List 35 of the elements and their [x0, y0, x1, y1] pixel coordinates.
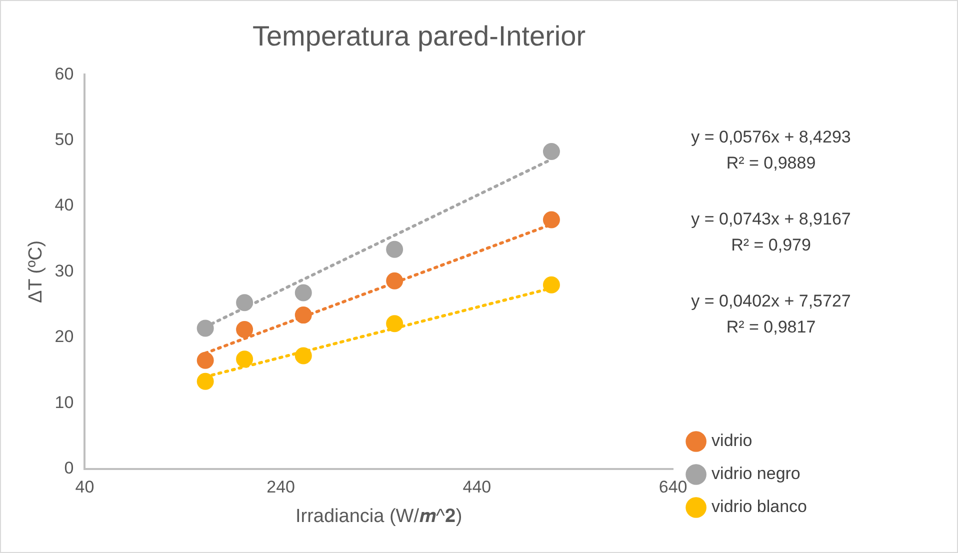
- x-tick-label: 640: [658, 478, 688, 497]
- point: [236, 294, 254, 312]
- point: [236, 350, 254, 368]
- point: [196, 372, 214, 390]
- point: [294, 306, 312, 324]
- point: [294, 347, 312, 364]
- y-tick-label: 20: [54, 327, 74, 346]
- x-tick-label: 240: [266, 478, 296, 497]
- x-tick-label: 40: [75, 478, 94, 497]
- text: y = 0,0402x + 7,5727 R² = 0,9817: [691, 292, 851, 337]
- legend-label: vidrio negro: [712, 464, 800, 484]
- y-tick-label: 0: [64, 458, 74, 478]
- chart-title: Temperatura pared-Interior: [252, 20, 586, 52]
- point: [386, 315, 404, 332]
- y-tick-label: 50: [54, 130, 74, 149]
- y-tick-label: 40: [54, 196, 74, 215]
- point: [542, 211, 560, 228]
- x-axis-title: Irradiancia (W/𝒎^𝟐): [295, 506, 462, 527]
- text: y = 0,0743x + 8,9167 R² = 0,979: [691, 210, 851, 255]
- point: [386, 272, 404, 290]
- point: [196, 320, 214, 337]
- y-axis-title: ΔT (ºC): [26, 240, 47, 303]
- point: [386, 240, 404, 258]
- legend-label: vidrio blanco: [712, 497, 808, 516]
- y-tick-label: 60: [54, 64, 74, 84]
- y-tick-label: 30: [54, 261, 74, 280]
- y-tick-label: 10: [54, 392, 74, 412]
- point: [294, 284, 312, 302]
- point: [542, 142, 560, 160]
- point: [236, 321, 254, 338]
- x-tick-label: 440: [462, 478, 492, 497]
- legend-label: vidrio: [712, 431, 752, 450]
- point: [196, 352, 214, 369]
- text: y = 0,0576x + 8,4293 R² = 0,9889: [691, 128, 851, 173]
- point: [542, 276, 560, 294]
